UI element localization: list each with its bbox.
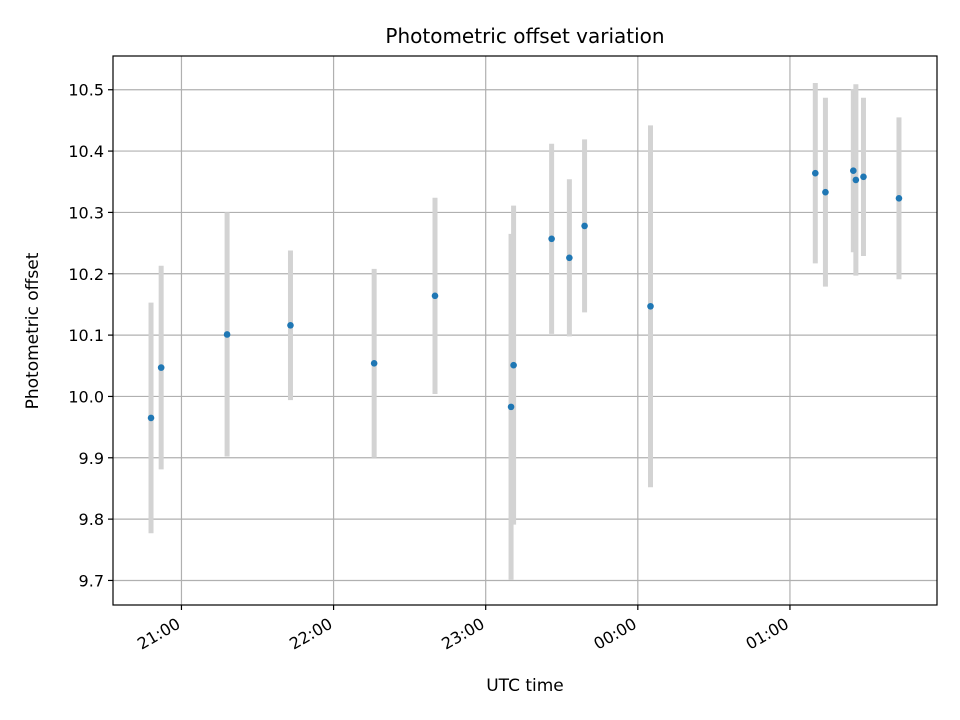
grid xyxy=(113,56,937,605)
x-tick-label: 01:00 xyxy=(743,614,792,654)
y-tick-label: 10.5 xyxy=(68,81,104,100)
data-point xyxy=(287,321,294,329)
data-point xyxy=(822,188,829,196)
x-tick-label: 23:00 xyxy=(438,614,487,654)
chart-title: Photometric offset variation xyxy=(385,24,664,48)
data-point xyxy=(510,361,517,369)
data-point xyxy=(852,176,860,184)
error-bars xyxy=(148,82,902,580)
data-point xyxy=(895,195,903,202)
y-tick-label: 9.9 xyxy=(79,449,104,468)
data-point xyxy=(548,235,555,243)
data-point xyxy=(507,403,515,411)
data-point xyxy=(157,364,165,371)
data-point xyxy=(223,331,231,338)
data-point xyxy=(812,169,819,177)
y-tick-label: 9.7 xyxy=(79,571,104,590)
data-points xyxy=(147,167,903,422)
x-axis-label: UTC time xyxy=(486,676,564,696)
data-point xyxy=(566,254,573,262)
y-tick-label: 10.0 xyxy=(68,387,104,406)
y-tick-label: 10.4 xyxy=(68,142,104,161)
x-tick-label: 00:00 xyxy=(590,614,639,654)
axis-ticks: 9.7 9.8 9.9 10.0 10.1 10.2 10.3 10.4 10.5 21:00 22… xyxy=(68,81,792,654)
data-point xyxy=(431,292,439,300)
data-point xyxy=(370,360,378,367)
y-tick-label: 10.2 xyxy=(68,265,104,284)
plot-frame xyxy=(112,55,938,606)
y-tick-label: 10.3 xyxy=(68,203,104,222)
y-tick-label: 9.8 xyxy=(79,510,104,529)
data-point xyxy=(581,222,588,230)
y-axis-label: Photometric offset xyxy=(23,252,43,409)
x-tick-label: 21:00 xyxy=(134,614,183,654)
data-point xyxy=(147,414,155,422)
x-tick-label: 22:00 xyxy=(286,614,335,654)
data-point xyxy=(647,302,654,310)
data-point xyxy=(850,167,857,175)
y-tick-label: 10.1 xyxy=(68,326,104,345)
data-point xyxy=(860,173,867,181)
